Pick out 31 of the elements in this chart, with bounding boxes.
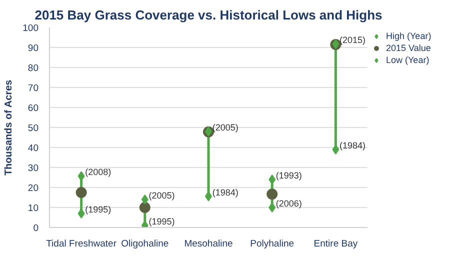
y-tick-label: 0 — [33, 223, 39, 234]
annotation: (1984) — [212, 187, 238, 198]
annotation: (1995) — [85, 204, 112, 214]
annotation: (1984) — [340, 140, 366, 150]
chart-title: 2015 Bay Grass Coverage vs. Historical Lows and Highs — [34, 8, 382, 22]
y-tick-label: 70 — [28, 83, 39, 94]
y-tick-label: 90 — [28, 43, 39, 54]
x-tick-label: Tidal Freshwater — [46, 238, 117, 250]
y-tick-label: 100 — [22, 23, 39, 34]
y-tick-label: 10 — [28, 203, 39, 214]
y-tick-label: 20 — [28, 183, 39, 194]
y-tick-label: 40 — [28, 143, 39, 154]
legend-label: High (Year) — [386, 31, 432, 41]
y-tick-label: 30 — [28, 163, 39, 174]
y-tick-label: 80 — [28, 63, 39, 74]
annotation: (2005) — [148, 190, 175, 200]
annotation: (1993) — [276, 170, 302, 180]
y-axis-title: Thousands of Acres — [4, 79, 15, 176]
annotation: (2006) — [276, 198, 302, 208]
legend-label: Low (Year) — [386, 55, 430, 65]
x-tick-label: Oligohaline — [121, 238, 169, 250]
y-tick-label: 60 — [28, 103, 39, 114]
annotation: (2015) — [340, 35, 366, 46]
legend-label: 2015 Value — [386, 43, 431, 53]
annotation: (1995) — [148, 216, 175, 226]
y-tick-label: 50 — [28, 123, 39, 134]
annotation: (2005) — [212, 122, 238, 132]
x-tick-label: Entire Bay — [314, 238, 358, 250]
annotation: (2008) — [85, 167, 112, 178]
x-tick-label: Mesohaline — [184, 238, 233, 250]
x-tick-label: Polyhaline — [250, 238, 294, 250]
